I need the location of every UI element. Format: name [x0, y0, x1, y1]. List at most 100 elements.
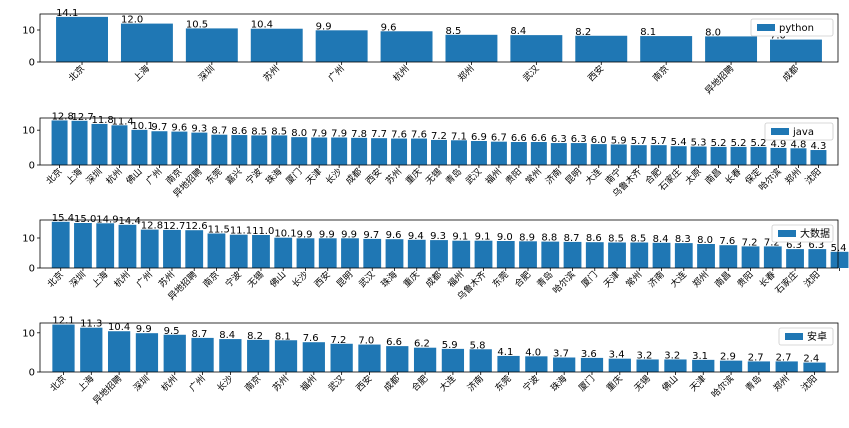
- data-label: 7.6: [719, 236, 735, 247]
- bar: [191, 132, 208, 165]
- data-label: 8.5: [630, 234, 646, 245]
- data-label: 2.7: [776, 352, 792, 363]
- x-tick-label: 东莞: [203, 166, 224, 187]
- x-tick-label: 天津: [602, 269, 623, 290]
- x-tick-label: 沈阳: [798, 373, 819, 394]
- bar: [692, 359, 715, 372]
- x-tick-label: 重庆: [401, 269, 422, 290]
- data-label: 6.2: [414, 339, 430, 350]
- bar: [630, 145, 647, 165]
- x-tick-label: 福州: [483, 166, 504, 187]
- x-tick-label: 北京: [47, 373, 68, 394]
- x-tick-label: 佛山: [267, 269, 288, 290]
- data-label: 12.8: [52, 111, 74, 122]
- bar: [252, 235, 270, 268]
- data-label: 10.1: [274, 229, 296, 240]
- bar: [697, 244, 715, 268]
- bar: [775, 361, 798, 372]
- legend-box: [750, 18, 834, 37]
- legend-label: 安卓: [807, 330, 827, 343]
- bar: [296, 238, 315, 268]
- bar: [630, 242, 649, 268]
- x-tick-label: 武汉: [463, 166, 484, 187]
- data-label: 9.6: [386, 230, 402, 241]
- x-tick-label: 宁波: [223, 269, 244, 290]
- bar: [763, 246, 782, 268]
- data-label: 9.9: [316, 21, 332, 32]
- bar: [705, 36, 758, 62]
- bar: [247, 339, 270, 372]
- bar: [690, 146, 707, 165]
- x-tick-label: 苏州: [156, 269, 177, 290]
- x-tick-label: 厦门: [576, 373, 597, 394]
- x-tick-label: 青岛: [534, 269, 555, 290]
- bar: [636, 359, 659, 372]
- legend-swatch: [757, 24, 775, 31]
- bar: [302, 342, 325, 372]
- bar: [291, 137, 308, 165]
- x-tick-label: 济南: [465, 373, 486, 394]
- bar: [741, 246, 760, 268]
- x-tick-label: 嘉兴: [223, 166, 244, 187]
- data-label: 7.9: [331, 129, 347, 140]
- x-tick-label: 杭州: [111, 269, 132, 290]
- x-tick-label: 沈阳: [802, 166, 823, 187]
- data-label: 8.1: [275, 331, 291, 342]
- x-tick-label: 哈尔滨: [756, 166, 784, 194]
- legend-box: [764, 122, 834, 141]
- plot-frame: [39, 13, 839, 63]
- plot-frame: [39, 219, 839, 269]
- bar: [386, 346, 409, 372]
- x-tick-label: 西安: [353, 373, 374, 394]
- x-tick-label: 重庆: [604, 373, 625, 394]
- bar: [810, 150, 827, 165]
- x-tick-label: 贵阳: [734, 269, 755, 290]
- data-label: 12.8: [141, 221, 163, 232]
- x-tick-label: 武汉: [326, 373, 347, 394]
- data-label: 7.6: [391, 130, 407, 141]
- data-label: 6.3: [786, 240, 802, 251]
- bar: [790, 148, 807, 165]
- x-tick-label: 宁波: [520, 373, 541, 394]
- data-label: 11.8: [92, 115, 114, 126]
- data-label: 8.4: [653, 234, 669, 245]
- y-tick-label: 0: [29, 161, 35, 172]
- bar: [770, 39, 822, 62]
- data-label: 7.1: [451, 131, 467, 142]
- bar: [608, 358, 631, 372]
- data-label: 9.3: [430, 231, 446, 242]
- bar: [750, 146, 767, 165]
- x-tick-label: 南京: [200, 269, 221, 290]
- data-label: 11.4: [111, 116, 133, 127]
- data-label: 12.7: [72, 112, 94, 123]
- x-tick-label: 长沙: [323, 166, 344, 187]
- data-label: 3.2: [636, 350, 652, 361]
- data-label: 5.7: [651, 136, 667, 147]
- x-tick-label: 合肥: [512, 269, 533, 290]
- data-label: 9.9: [341, 229, 357, 240]
- x-tick-label: 广州: [134, 269, 155, 290]
- bar: [525, 356, 548, 372]
- bar: [553, 357, 576, 372]
- data-label: 8.2: [575, 27, 591, 38]
- data-label: 6.3: [808, 240, 824, 251]
- bar: [271, 135, 288, 165]
- data-label: 8.9: [519, 232, 535, 243]
- bar: [311, 137, 328, 165]
- bar: [96, 223, 115, 268]
- data-label: 8.7: [211, 126, 227, 137]
- bar: [318, 238, 337, 268]
- x-tick-label: 郑州: [455, 63, 476, 84]
- bar: [770, 147, 787, 165]
- data-label: 6.6: [531, 133, 547, 144]
- data-label: 5.2: [731, 138, 747, 149]
- bar: [140, 229, 159, 268]
- x-tick-label: 昆明: [335, 269, 356, 290]
- x-tick-label: 青岛: [743, 373, 764, 394]
- data-label: 8.0: [291, 128, 307, 139]
- data-label: 8.7: [191, 329, 207, 340]
- bar: [229, 234, 248, 268]
- data-label: 8.0: [697, 235, 713, 246]
- data-label: 4.9: [771, 139, 787, 150]
- x-tick-label: 深圳: [84, 166, 105, 187]
